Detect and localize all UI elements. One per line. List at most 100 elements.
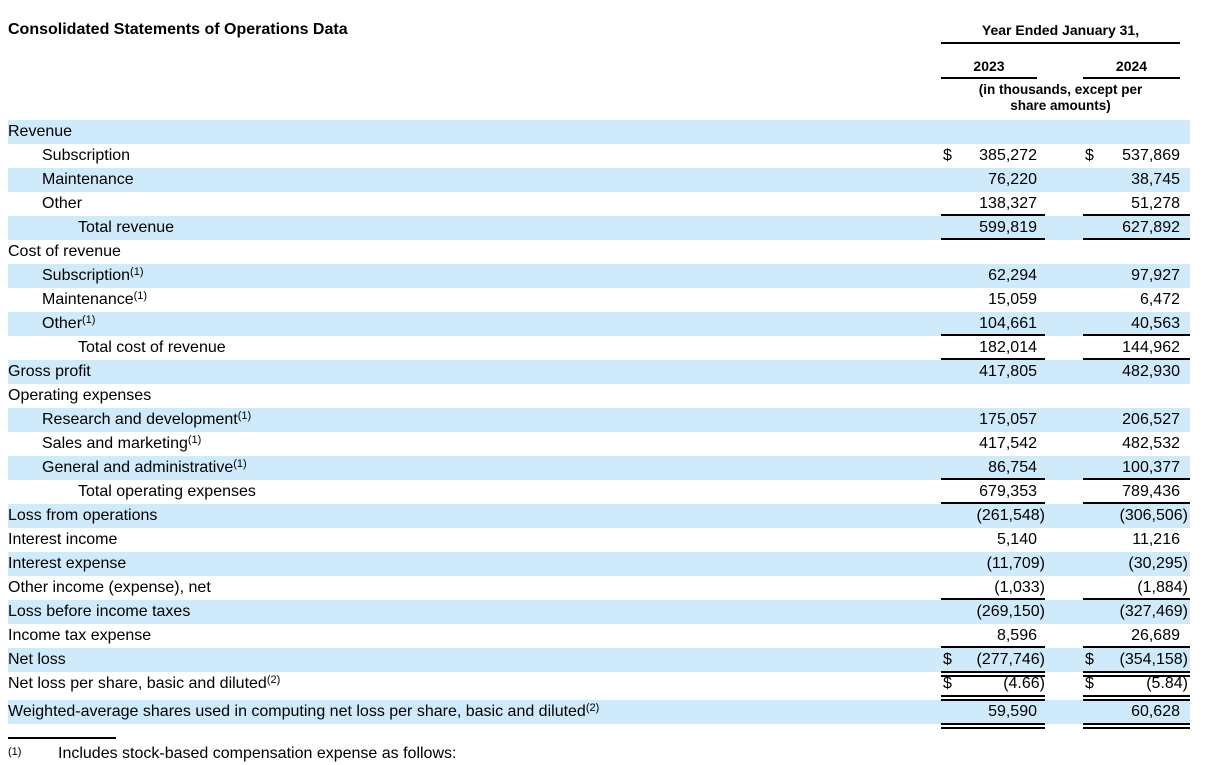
value-2024: 627,892 <box>1083 216 1190 240</box>
row-label: Subscription(1) <box>8 264 941 288</box>
value-2024: $ (354,158) <box>1083 648 1190 677</box>
table-row: Maintenance 76,220 38,745 <box>8 168 1190 192</box>
dollar-sign: $ <box>943 651 952 668</box>
amount-2023: 8,596 <box>996 627 1037 644</box>
table-row: Subscription $385,272 $537,869 <box>8 144 1190 168</box>
row-label: General and administrative(1) <box>8 456 941 480</box>
value-2023: 138,327 <box>941 192 1045 216</box>
row-label: Other income (expense), net <box>8 576 941 600</box>
footnote-superscript: (1) <box>133 290 148 302</box>
row-label-text: Subscription <box>42 147 131 164</box>
amount-2024: 40,563 <box>1131 315 1180 332</box>
units-note-line2: share amounts) <box>1010 98 1111 113</box>
year-column-2023: 2023 <box>941 58 1037 79</box>
amount-2023: (4.66) <box>1003 675 1045 692</box>
column-header-block: Year Ended January 31, 2023 2024 (in tho… <box>941 22 1180 114</box>
footnote-text: Includes stock-based compensation expens… <box>58 745 457 762</box>
table-row: Interest income 5,140 11,216 <box>8 528 1190 552</box>
amount-2023: 5,140 <box>996 531 1037 548</box>
value-2024: 6,472 <box>1083 288 1190 312</box>
row-label-text: Income tax expense <box>8 627 152 644</box>
table-row: Cost of revenue <box>8 240 1190 264</box>
period-label: Year Ended January 31, <box>941 22 1180 44</box>
amount-2024: 60,628 <box>1131 703 1180 720</box>
row-label-text: Cost of revenue <box>8 243 121 260</box>
amount-2024: (354,158) <box>1119 651 1189 668</box>
row-label-text: Weighted-average shares used in computin… <box>8 703 586 720</box>
table-row: Subscription(1) 62,294 97,927 <box>8 264 1190 288</box>
footnote-superscript: (1) <box>187 434 202 446</box>
row-label: Other <box>8 192 941 216</box>
table-rows: Revenue Subscription $385,272 $537,869 M… <box>8 120 1190 729</box>
row-label: Net loss <box>8 648 941 672</box>
value-2024: $ (5.84) <box>1083 672 1190 701</box>
amount-2024: (327,469) <box>1119 603 1189 620</box>
footnote-superscript: (1) <box>237 410 252 422</box>
units-note: (in thousands, except per share amounts) <box>941 82 1180 114</box>
year-column-2024: 2024 <box>1083 58 1180 79</box>
table-row: Research and development(1) 175,057 206,… <box>8 408 1190 432</box>
row-label-text: Interest expense <box>8 555 127 572</box>
row-label: Total revenue <box>8 216 941 240</box>
value-2024: 97,927 <box>1083 264 1190 288</box>
dollar-sign: $ <box>943 675 952 692</box>
dollar-sign: $ <box>943 147 952 164</box>
amount-2023: 59,590 <box>988 703 1037 720</box>
row-label: Operating expenses <box>8 384 941 408</box>
row-label-text: Loss from operations <box>8 507 158 524</box>
footnote-marker: (1) <box>8 746 22 758</box>
row-label: Loss from operations <box>8 504 941 528</box>
row-label-text: Net loss <box>8 651 66 668</box>
value-2023: 76,220 <box>941 168 1045 192</box>
amount-2023: (277,746) <box>976 651 1046 668</box>
amount-2024: (306,506) <box>1119 507 1189 524</box>
amount-2024: 100,377 <box>1122 459 1180 476</box>
amount-2024: 789,436 <box>1122 483 1180 500</box>
row-label-text: Total cost of revenue <box>78 339 226 356</box>
amount-2023: 15,059 <box>988 291 1037 308</box>
value-2023: 8,596 <box>941 624 1045 648</box>
row-label-text: Maintenance <box>42 291 134 308</box>
row-label: Maintenance <box>8 168 941 192</box>
value-2023: (269,150) <box>941 600 1046 624</box>
value-2023: 104,661 <box>941 312 1045 336</box>
amount-2023: (11,709) <box>986 555 1045 572</box>
footnote-divider <box>8 737 116 739</box>
row-label-text: Net loss per share, basic and diluted <box>8 675 267 692</box>
footnote-superscript: (1) <box>130 266 144 278</box>
row-label-text: Other <box>42 315 83 332</box>
table-row: Loss from operations (261,548) (306,506) <box>8 504 1190 528</box>
row-label-text: Other <box>42 195 83 212</box>
value-2024: 482,532 <box>1083 432 1190 456</box>
value-2024: 60,628 <box>1083 700 1190 729</box>
row-label: Other(1) <box>8 312 941 336</box>
units-note-line1: (in thousands, except per <box>978 82 1143 97</box>
amount-2023: 175,057 <box>979 411 1037 428</box>
amount-2023: 104,661 <box>979 315 1037 332</box>
table-row: Maintenance(1) 15,059 6,472 <box>8 288 1190 312</box>
row-label: Total operating expenses <box>8 480 941 504</box>
value-2024: 100,377 <box>1083 456 1190 480</box>
row-label-text: Sales and marketing <box>42 435 188 452</box>
amount-2024: 26,689 <box>1131 627 1180 644</box>
amount-2024: (1,884) <box>1137 579 1188 596</box>
amount-2024: 38,745 <box>1131 171 1180 188</box>
table-row: Loss before income taxes (269,150) (327,… <box>8 600 1190 624</box>
footnote-superscript: (1) <box>233 458 247 470</box>
value-2024: 26,689 <box>1083 624 1190 648</box>
row-label: Loss before income taxes <box>8 600 941 624</box>
value-2023: 62,294 <box>941 264 1045 288</box>
row-label: Gross profit <box>8 360 941 384</box>
row-label: Subscription <box>8 144 941 168</box>
value-2024: 11,216 <box>1083 528 1190 552</box>
footnote-superscript: (1) <box>82 314 96 326</box>
amount-2024: (5.84) <box>1146 675 1188 692</box>
value-2023: (261,548) <box>941 504 1046 528</box>
year-columns: 2023 2024 <box>941 58 1180 79</box>
value-2023: $ (277,746) <box>941 648 1046 677</box>
table-row: Revenue <box>8 120 1190 144</box>
value-2024: 206,527 <box>1083 408 1190 432</box>
footnote-block: (1) Includes stock-based compensation ex… <box>8 737 908 763</box>
row-label: Cost of revenue <box>8 240 941 264</box>
amount-2024: 482,930 <box>1122 363 1180 380</box>
